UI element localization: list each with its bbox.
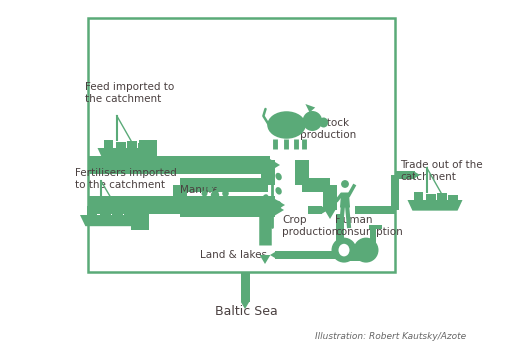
Text: Land & lakes: Land & lakes — [200, 250, 267, 260]
Ellipse shape — [302, 111, 322, 131]
Bar — [88, 156, 148, 174]
Bar — [88, 196, 140, 214]
Text: Illustration: Robert Kautsky/Azote: Illustration: Robert Kautsky/Azote — [315, 332, 466, 341]
Bar — [369, 225, 382, 229]
Polygon shape — [322, 206, 328, 214]
Text: Crop
production: Crop production — [282, 215, 338, 237]
Bar — [447, 195, 458, 200]
Bar — [437, 193, 446, 200]
Ellipse shape — [338, 244, 349, 257]
Bar — [88, 156, 270, 174]
Bar — [100, 208, 111, 215]
Bar — [180, 203, 275, 217]
Text: Livestock
production: Livestock production — [300, 118, 356, 140]
Polygon shape — [306, 104, 315, 112]
Ellipse shape — [262, 207, 269, 215]
Polygon shape — [80, 215, 140, 226]
Bar — [240, 272, 249, 302]
Text: Feed imported to
the catchment: Feed imported to the catchment — [85, 82, 174, 104]
Circle shape — [222, 190, 229, 197]
Bar — [336, 214, 344, 245]
Polygon shape — [408, 200, 463, 211]
Bar — [275, 251, 340, 259]
Bar — [112, 208, 123, 215]
Bar — [308, 206, 322, 214]
Polygon shape — [325, 210, 335, 219]
Bar — [138, 142, 147, 148]
Bar — [86, 206, 97, 215]
Circle shape — [207, 186, 213, 192]
Ellipse shape — [262, 165, 269, 173]
Circle shape — [354, 238, 379, 262]
Polygon shape — [270, 159, 280, 171]
Polygon shape — [260, 255, 270, 264]
Ellipse shape — [319, 118, 328, 127]
Bar — [88, 156, 150, 174]
Polygon shape — [337, 245, 343, 250]
Bar — [391, 175, 399, 210]
Polygon shape — [275, 205, 284, 215]
Bar — [414, 192, 424, 200]
Circle shape — [341, 180, 349, 188]
Bar — [131, 205, 149, 230]
Bar — [173, 185, 187, 210]
Text: Fertilisers imported
to the catchment: Fertilisers imported to the catchment — [75, 168, 177, 190]
Bar — [370, 227, 376, 250]
Polygon shape — [260, 204, 270, 213]
Polygon shape — [275, 199, 285, 211]
Polygon shape — [97, 148, 153, 159]
Polygon shape — [241, 302, 249, 309]
Bar — [124, 209, 135, 215]
Ellipse shape — [275, 173, 282, 180]
Text: Sewage: Sewage — [332, 247, 373, 257]
Circle shape — [216, 186, 222, 192]
Polygon shape — [340, 193, 350, 208]
Ellipse shape — [262, 194, 269, 202]
Text: Trade out of the
catchment: Trade out of the catchment — [400, 160, 483, 182]
Bar — [323, 185, 337, 210]
Ellipse shape — [275, 201, 282, 208]
Bar — [104, 140, 114, 148]
Bar — [180, 178, 268, 192]
Bar — [261, 160, 275, 185]
Bar — [88, 196, 275, 214]
Text: Manure: Manure — [180, 185, 219, 195]
Ellipse shape — [275, 187, 282, 195]
Bar — [355, 206, 395, 214]
Circle shape — [201, 190, 208, 196]
Bar — [116, 142, 126, 148]
Circle shape — [331, 238, 357, 262]
Polygon shape — [415, 172, 420, 178]
Bar — [344, 250, 366, 261]
Bar — [139, 140, 157, 165]
Bar — [295, 160, 309, 185]
Bar — [127, 141, 136, 148]
Bar — [395, 171, 415, 179]
Circle shape — [211, 191, 219, 199]
Ellipse shape — [262, 180, 269, 188]
Bar — [426, 194, 435, 200]
Ellipse shape — [267, 111, 306, 139]
Text: Baltic Sea: Baltic Sea — [215, 305, 278, 318]
Bar — [302, 178, 330, 192]
Polygon shape — [270, 252, 275, 258]
Text: Human
consumption: Human consumption — [335, 215, 403, 237]
